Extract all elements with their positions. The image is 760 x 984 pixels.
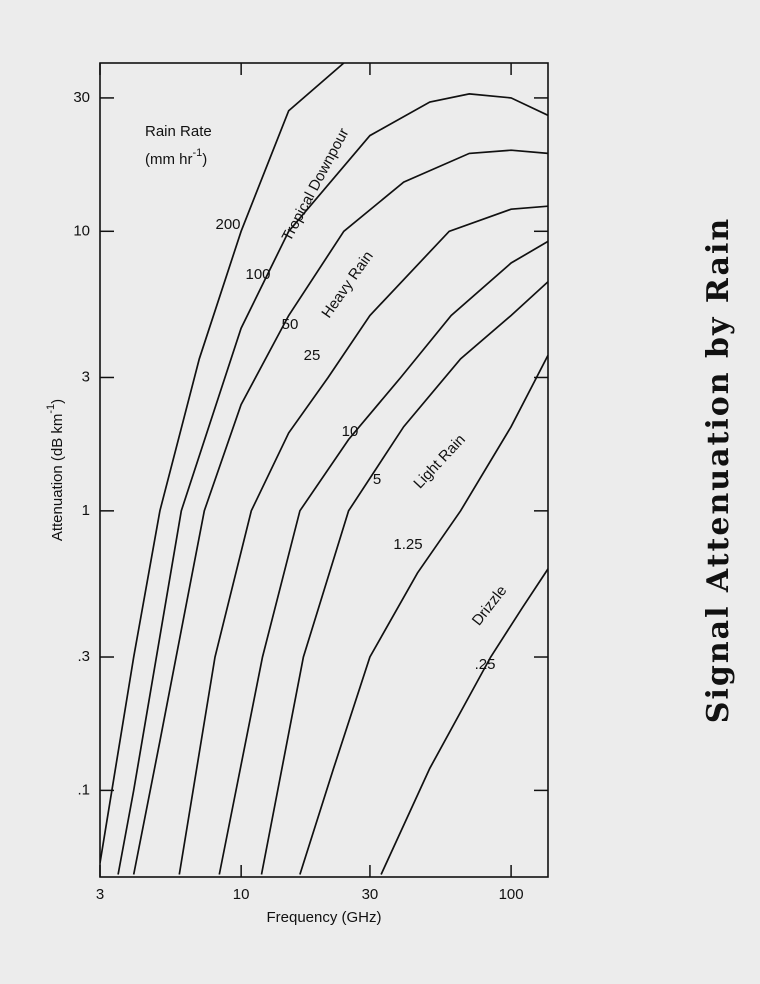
y-tick-label: 30 xyxy=(73,89,90,106)
y-axis-label-part: ) xyxy=(49,399,66,404)
y-tick-label: 3 xyxy=(82,368,90,385)
y-tick-label: .3 xyxy=(77,648,90,665)
legend-unit: (mm hr-1) xyxy=(145,147,207,168)
legend-unit-part: ) xyxy=(202,151,207,168)
series-label: 50 xyxy=(282,316,299,333)
series-label: 1.25 xyxy=(393,536,422,553)
y-tick-label: 1 xyxy=(82,502,90,519)
series-label: 10 xyxy=(342,423,359,440)
x-tick-label: 10 xyxy=(233,886,250,903)
legend-unit-part: (mm hr xyxy=(145,151,193,168)
legend-unit-sup: -1 xyxy=(193,147,203,159)
series-label: 100 xyxy=(245,266,270,283)
rain-curve xyxy=(178,205,548,875)
x-tick-label: 3 xyxy=(96,886,104,903)
rain-curve xyxy=(380,568,548,875)
x-tick-label: 30 xyxy=(362,886,379,903)
series-label: 5 xyxy=(373,471,381,488)
rain-curve xyxy=(299,354,548,875)
series-label: 200 xyxy=(215,216,240,233)
legend-title: Rain Rate xyxy=(145,123,212,140)
rain-curve xyxy=(117,93,548,875)
y-axis-label-part: Attenuation (dB km xyxy=(49,414,66,542)
y-axis-label: Attenuation (dB km-1) xyxy=(45,399,66,541)
y-tick-label: .1 xyxy=(77,781,90,798)
rain-curve xyxy=(100,63,345,864)
y-axis-label-sup: -1 xyxy=(45,404,57,414)
y-tick-label: 10 xyxy=(73,222,90,239)
rain-curve xyxy=(218,240,548,875)
x-tick-label: 100 xyxy=(499,886,524,903)
plot-frame xyxy=(99,62,549,878)
rain-curve xyxy=(132,149,548,875)
rain-curve xyxy=(260,281,548,875)
series-label: 25 xyxy=(304,347,321,364)
chart-title: Signal Attenuation by Rain xyxy=(701,217,736,723)
series-label: .25 xyxy=(475,656,496,673)
x-axis-label: Frequency (GHz) xyxy=(266,909,381,926)
